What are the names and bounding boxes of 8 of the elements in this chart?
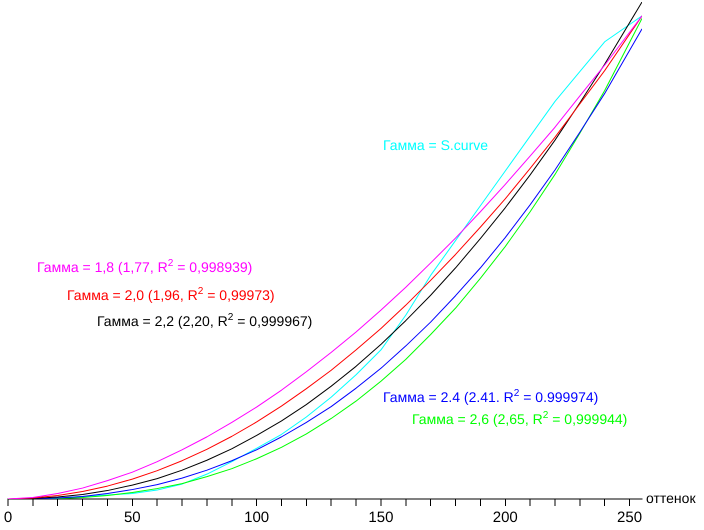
x-axis-title: оттенок — [646, 490, 696, 506]
x-tick-label: 150 — [368, 509, 394, 526]
x-tick-label: 100 — [244, 509, 270, 526]
series-label: Гамма = S.curve — [383, 137, 488, 153]
x-tick-label: 250 — [617, 509, 642, 526]
x-tick-label: 200 — [492, 509, 518, 526]
x-tick-label: 0 — [4, 509, 12, 526]
x-tick-label: 50 — [124, 509, 141, 526]
